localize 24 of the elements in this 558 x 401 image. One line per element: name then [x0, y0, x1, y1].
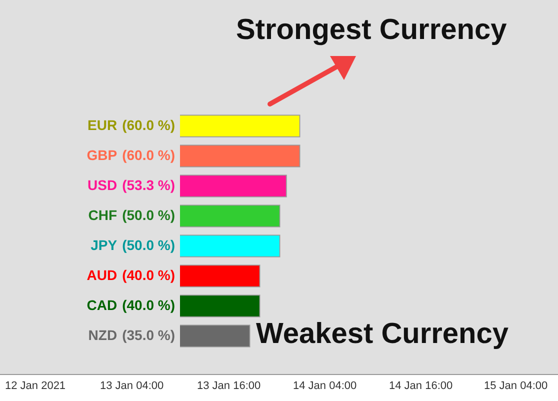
- data-label: (53.3 %): [122, 176, 175, 193]
- y-tick-label: CHF: [88, 206, 118, 223]
- y-tick-label: NZD: [88, 326, 118, 343]
- text: Strongest Currency: [236, 14, 507, 47]
- text: 14 Jan 04:00: [293, 380, 357, 392]
- text: 14 Jan 16:00: [389, 380, 453, 392]
- y-tick-label: JPY: [90, 236, 118, 253]
- y-tick-label: USD: [88, 176, 118, 193]
- data-label: (35.0 %): [122, 326, 175, 343]
- y-tick-label: AUD: [86, 266, 118, 283]
- data-label: (60.0 %): [122, 116, 175, 133]
- data-label: (60.0 %): [122, 146, 175, 163]
- y-tick-label: CAD: [86, 296, 118, 313]
- text: 12 Jan 2021: [5, 380, 66, 392]
- data-label: (50.0 %): [122, 206, 175, 223]
- data-label: (40.0 %): [122, 296, 175, 313]
- y-tick-label: GBP: [86, 146, 118, 163]
- text: 15 Jan 04:00: [484, 380, 548, 392]
- y-tick-label: EUR: [88, 116, 118, 133]
- text: 13 Jan 04:00: [100, 380, 164, 392]
- text: 13 Jan 16:00: [197, 380, 261, 392]
- data-label: (40.0 %): [122, 266, 175, 283]
- data-label: (50.0 %): [122, 236, 175, 253]
- annotation: Weakest Currency: [256, 318, 509, 351]
